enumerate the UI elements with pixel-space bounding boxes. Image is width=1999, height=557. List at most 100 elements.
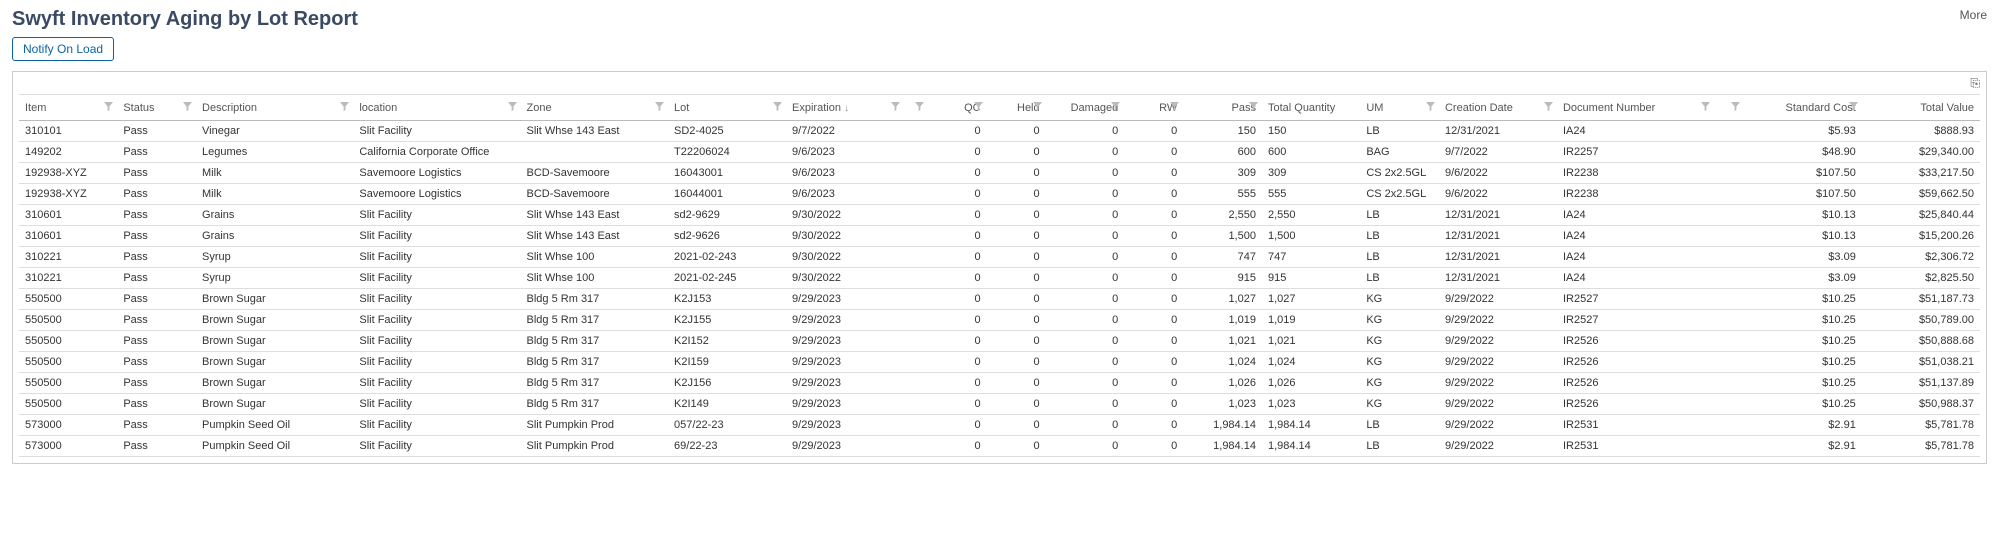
column-header-blank[interactable] [904,95,928,121]
column-label: Description [202,102,257,114]
filter-icon[interactable] [508,102,517,114]
filter-icon[interactable] [1249,102,1258,114]
table-row[interactable]: 573000PassPumpkin Seed OilSlit FacilityS… [19,415,1980,436]
column-header-sc[interactable]: Standard Cost [1744,95,1862,121]
cell-held: 0 [987,121,1046,142]
export-icon[interactable]: ⎘ [1970,76,1980,91]
cell-um: KG [1360,310,1439,331]
filter-icon[interactable] [340,102,349,114]
cell-exp: 9/29/2023 [786,289,904,310]
table-row[interactable]: 192938-XYZPassMilkSavemoore LogisticsBCD… [19,184,1980,205]
column-header-pass[interactable]: Pass [1183,95,1262,121]
column-header-qc[interactable]: QC [928,95,987,121]
column-header-item[interactable]: Item [19,95,117,121]
cell-lot: 16044001 [668,184,786,205]
column-header-exp[interactable]: Expiration↓ [786,95,904,121]
table-row[interactable]: 550500PassBrown SugarSlit FacilityBldg 5… [19,310,1980,331]
cell-status: Pass [117,184,196,205]
column-label: Zone [527,102,552,114]
more-link[interactable]: More [1960,8,1987,22]
cell-held: 0 [987,163,1046,184]
cell-cd: 9/6/2022 [1439,163,1557,184]
cell-desc: Brown Sugar [196,373,353,394]
column-header-tv[interactable]: Total Value [1862,95,1980,121]
column-header-dmg[interactable]: Damaged [1046,95,1125,121]
cell-held: 0 [987,436,1046,457]
column-label: Creation Date [1445,102,1513,114]
column-header-tq[interactable]: Total Quantity [1262,95,1360,121]
cell-blank2 [1714,247,1743,268]
column-header-doc[interactable]: Document Number [1557,95,1714,121]
column-header-lot[interactable]: Lot [668,95,786,121]
filter-icon[interactable] [915,102,924,114]
column-header-rw[interactable]: RW [1124,95,1183,121]
cell-dmg: 0 [1046,436,1125,457]
cell-loc: Slit Facility [353,352,520,373]
cell-held: 0 [987,247,1046,268]
cell-loc: Slit Facility [353,121,520,142]
cell-dmg: 0 [1046,121,1125,142]
column-header-loc[interactable]: location [353,95,520,121]
filter-icon[interactable] [183,102,192,114]
table-row[interactable]: 550500PassBrown SugarSlit FacilityBldg 5… [19,373,1980,394]
column-header-status[interactable]: Status [117,95,196,121]
table-row[interactable]: 550500PassBrown SugarSlit FacilityBldg 5… [19,352,1980,373]
cell-sc: $10.25 [1744,373,1862,394]
filter-icon[interactable] [891,102,900,114]
table-row[interactable]: 310221PassSyrupSlit FacilitySlit Whse 10… [19,247,1980,268]
filter-icon[interactable] [1033,102,1042,114]
cell-tv: $25,840.44 [1862,205,1980,226]
table-row[interactable]: 550500PassBrown SugarSlit FacilityBldg 5… [19,289,1980,310]
notify-on-load-button[interactable]: Notify On Load [12,37,114,61]
table-row[interactable]: 310601PassGrainsSlit FacilitySlit Whse 1… [19,205,1980,226]
cell-status: Pass [117,268,196,289]
column-header-um[interactable]: UM [1360,95,1439,121]
filter-icon[interactable] [1849,102,1858,114]
table-row[interactable]: 310221PassSyrupSlit FacilitySlit Whse 10… [19,268,1980,289]
table-row[interactable]: 310101PassVinegarSlit FacilitySlit Whse … [19,121,1980,142]
report-header: Swyft Inventory Aging by Lot Report More [12,8,1987,31]
cell-item: 573000 [19,436,117,457]
filter-icon[interactable] [1544,102,1553,114]
filter-icon[interactable] [1111,102,1120,114]
cell-loc: Slit Facility [353,394,520,415]
table-row[interactable]: 550500PassBrown SugarSlit FacilityBldg 5… [19,331,1980,352]
table-row[interactable]: 550500PassBrown SugarSlit FacilityBldg 5… [19,394,1980,415]
column-header-zone[interactable]: Zone [521,95,669,121]
filter-icon[interactable] [1170,102,1179,114]
cell-qc: 0 [928,142,987,163]
filter-icon[interactable] [773,102,782,114]
filter-icon[interactable] [1701,102,1710,114]
table-row[interactable]: 573000PassPumpkin Seed OilSlit FacilityS… [19,436,1980,457]
column-header-cd[interactable]: Creation Date [1439,95,1557,121]
cell-blank [904,394,928,415]
cell-pass: 1,027 [1183,289,1262,310]
sort-down-icon[interactable]: ↓ [844,103,849,114]
filter-icon[interactable] [104,102,113,114]
cell-doc: IR2531 [1557,415,1714,436]
filter-icon[interactable] [1426,102,1435,114]
filter-icon[interactable] [974,102,983,114]
table-row[interactable]: 149202PassLegumesCalifornia Corporate Of… [19,142,1980,163]
cell-qc: 0 [928,436,987,457]
cell-loc: Savemoore Logistics [353,184,520,205]
cell-qc: 0 [928,415,987,436]
cell-um: CS 2x2.5GL [1360,184,1439,205]
cell-lot: K2J155 [668,310,786,331]
cell-dmg: 0 [1046,394,1125,415]
filter-icon[interactable] [1731,102,1740,114]
cell-blank2 [1714,268,1743,289]
cell-doc: IR2526 [1557,331,1714,352]
table-row[interactable]: 192938-XYZPassMilkSavemoore LogisticsBCD… [19,163,1980,184]
cell-qc: 0 [928,394,987,415]
column-header-held[interactable]: Held [987,95,1046,121]
cell-um: LB [1360,268,1439,289]
cell-item: 550500 [19,373,117,394]
filter-icon[interactable] [655,102,664,114]
column-header-desc[interactable]: Description [196,95,353,121]
column-header-blank2[interactable] [1714,95,1743,121]
cell-held: 0 [987,394,1046,415]
cell-tq: 1,984.14 [1262,415,1360,436]
cell-dmg: 0 [1046,373,1125,394]
table-row[interactable]: 310601PassGrainsSlit FacilitySlit Whse 1… [19,226,1980,247]
